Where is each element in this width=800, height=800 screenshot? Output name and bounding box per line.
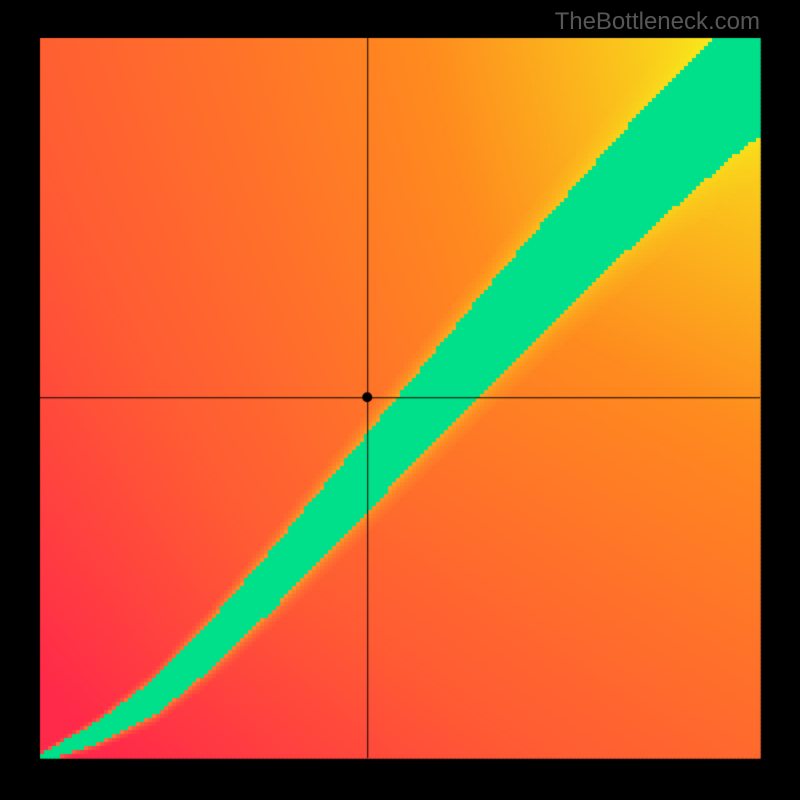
chart-container: TheBottleneck.com [0, 0, 800, 800]
watermark-text: TheBottleneck.com [555, 8, 760, 36]
heatmap-plot [0, 0, 800, 800]
